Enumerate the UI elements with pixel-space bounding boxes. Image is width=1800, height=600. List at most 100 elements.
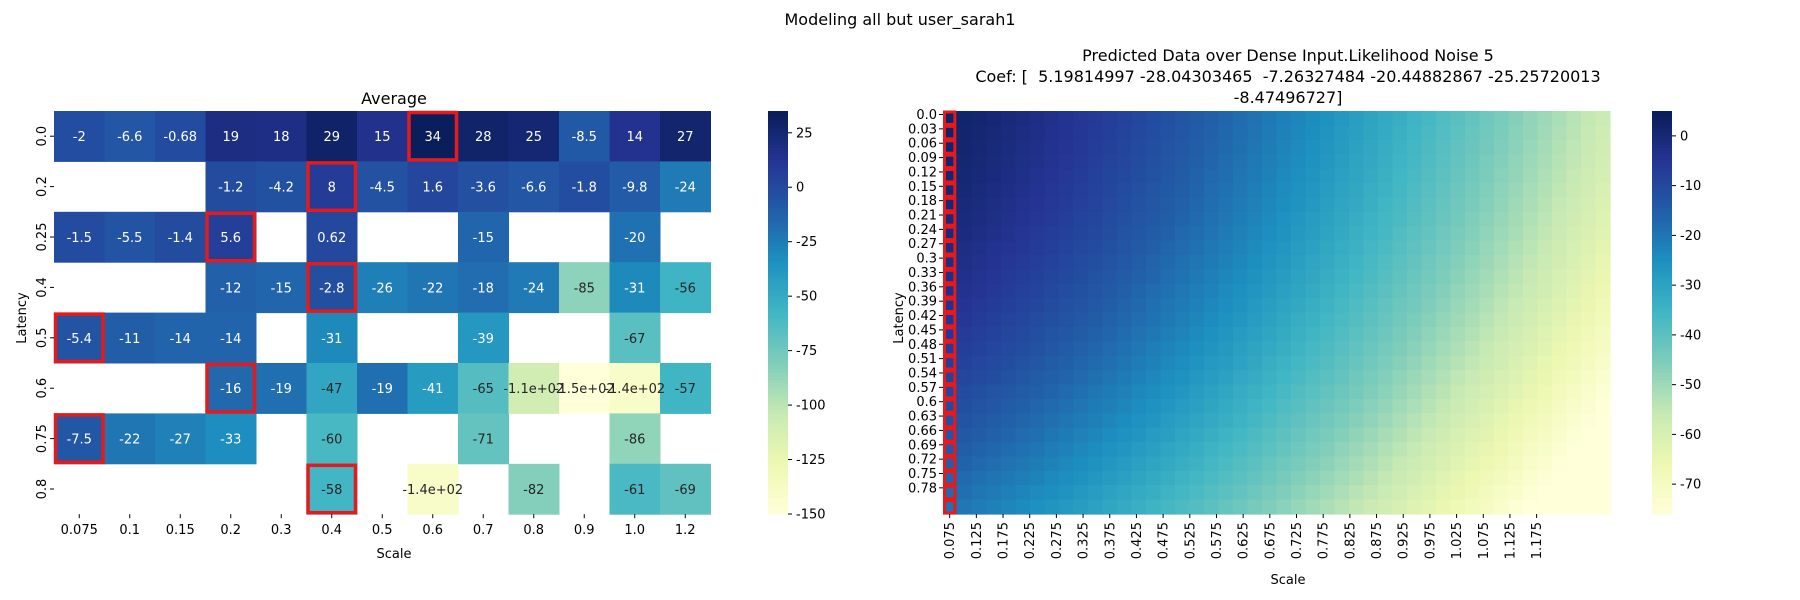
right-heatmap-cell [1508, 398, 1524, 414]
left-colorbar-gradient-segment [768, 329, 788, 334]
right-heatmap-cell [1247, 341, 1263, 357]
right-heatmap-cell [1508, 139, 1524, 155]
right-heatmap-highlights [943, 110, 957, 515]
left-colorbar-gradient-segment [768, 359, 788, 364]
right-heatmap-cell [1392, 211, 1408, 227]
right-heatmap-cell [1494, 427, 1510, 443]
left-colorbar-tick-label: -50 [796, 290, 817, 305]
right-heatmap-cell [1044, 254, 1060, 270]
right-heatmap-cell [1189, 485, 1205, 501]
right-heatmap-cell [1117, 154, 1133, 170]
left-colorbar-gradient-segment [768, 393, 788, 398]
right-heatmap-cell [1494, 254, 1510, 270]
right-heatmap-cell [1334, 226, 1350, 242]
right-heatmap-cell [1465, 398, 1481, 414]
right-heatmap-cell [1160, 240, 1176, 256]
right-heatmap-cell [1523, 312, 1539, 328]
right-heatmap-cell [972, 154, 988, 170]
right-heatmap-cell [1233, 499, 1249, 515]
right-heatmap-cell [1247, 499, 1263, 515]
left-colorbar-gradient-segment [768, 285, 788, 290]
right-colorbar-gradient-segment [1652, 255, 1672, 260]
right-heatmap-cell [1102, 326, 1118, 342]
right-colorbar-gradient-segment [1652, 221, 1672, 226]
right-heatmap-cell [1392, 470, 1408, 486]
right-heatmap-cell [1218, 211, 1234, 227]
right-heatmap-cell [1088, 370, 1104, 386]
left-colorbar-gradient-segment [768, 205, 788, 209]
left-colorbar-gradient-segment [768, 460, 788, 465]
left-heatmap-cell [256, 111, 307, 162]
left-colorbar-gradient-segment [768, 470, 788, 475]
right-heatmap-cell [1523, 211, 1539, 227]
right-heatmap-cell [1537, 456, 1553, 472]
right-heatmap-cell [1204, 341, 1220, 357]
right-heatmap-xlabel: Scale [1271, 573, 1306, 588]
right-heatmap-cell [1378, 254, 1394, 270]
left-heatmap-cell-label: -4.5 [370, 181, 395, 196]
right-heatmap-cell [957, 125, 973, 141]
right-heatmap-cell [1001, 211, 1017, 227]
left-colorbar-gradient-segment [768, 349, 788, 354]
right-heatmap-cell [1175, 312, 1191, 328]
right-heatmap-cell [1508, 111, 1524, 126]
left-colorbar-gradient-segment [768, 147, 788, 152]
right-heatmap-cell [1392, 154, 1408, 170]
right-heatmap-cell [1218, 254, 1234, 270]
right-heatmap-cell [1262, 341, 1278, 357]
right-heatmap-cell [1407, 398, 1423, 414]
right-heatmap-cell [1175, 211, 1191, 227]
right-heatmap-cell [1204, 442, 1220, 458]
right-heatmap-cell [1073, 442, 1089, 458]
right-heatmap-cell [1059, 125, 1075, 141]
right-heatmap-cell [1102, 139, 1118, 155]
right-heatmap-cell [1334, 269, 1350, 285]
right-heatmap-cell [1044, 125, 1060, 141]
right-heatmap-cell [1378, 226, 1394, 242]
left-colorbar-gradient-segment [768, 124, 788, 129]
right-heatmap-cell [1421, 398, 1437, 414]
right-heatmap-cell [972, 168, 988, 184]
right-heatmap-cell [1320, 254, 1336, 270]
right-heatmap-cell [1117, 326, 1133, 342]
right-heatmap-x-tick-label: 0.075 [943, 522, 958, 559]
right-heatmap-cell [1436, 413, 1452, 429]
right-heatmap-cell [1175, 326, 1191, 342]
right-colorbar-gradient-segment [1652, 369, 1672, 374]
right-heatmap-cell [1015, 312, 1031, 328]
right-colorbar-gradient-segment [1652, 258, 1672, 263]
right-heatmap-cell [1320, 111, 1336, 126]
left-heatmap-cell-label: -11 [119, 332, 140, 347]
right-heatmap-cell [1015, 499, 1031, 515]
right-heatmap-cell [1015, 269, 1031, 285]
right-heatmap-cell [1088, 269, 1104, 285]
left-colorbar-gradient-segment [768, 248, 788, 253]
right-heatmap-cell [1523, 226, 1539, 242]
right-heatmap-cell [1001, 111, 1017, 126]
right-heatmap-cell [1378, 341, 1394, 357]
right-heatmap-cell [1204, 168, 1220, 184]
right-heatmap-cell [1001, 168, 1017, 184]
right-heatmap-cell [1247, 211, 1263, 227]
right-heatmap-y-tick-label: 0.54 [908, 366, 937, 381]
right-heatmap-cell [1102, 413, 1118, 429]
right-heatmap-cell [1552, 370, 1568, 386]
right-heatmap-y-tick-label: 0.21 [908, 209, 937, 224]
right-colorbar-gradient-segment [1652, 436, 1672, 441]
left-colorbar-tick-label: -100 [796, 399, 826, 414]
left-heatmap-cell [205, 211, 257, 263]
right-heatmap-cell [1073, 139, 1089, 155]
left-colorbar-gradient-segment [768, 430, 788, 434]
right-heatmap-cell [1247, 139, 1263, 155]
right-heatmap-cell [1363, 456, 1379, 472]
right-heatmap-cell [986, 370, 1002, 386]
right-heatmap-cell [1566, 154, 1582, 170]
right-heatmap-x-tick-label: 0.875 [1370, 522, 1385, 559]
right-heatmap-cell [1117, 370, 1133, 386]
right-heatmap-cell [1479, 398, 1495, 414]
right-heatmap-cell [986, 485, 1002, 501]
right-heatmap-cell [1088, 398, 1104, 414]
right-heatmap-cell [1204, 398, 1220, 414]
left-colorbar-gradient-segment [768, 433, 788, 438]
right-heatmap-ylabel: Latency [892, 292, 907, 344]
